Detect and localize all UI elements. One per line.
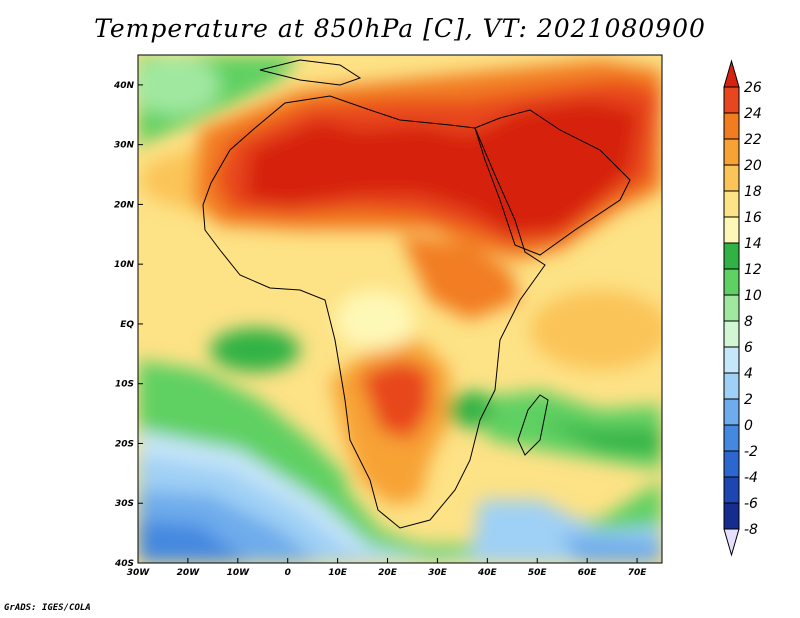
colorbar-segment (723, 190, 740, 218)
colorbar-label: 2 (744, 392, 753, 408)
colorbar-segment (723, 424, 740, 452)
colorbar-segment (723, 450, 740, 478)
y-tick-label: 30S (115, 499, 134, 509)
y-tick-label: 10N (114, 260, 135, 270)
colorbar-segment (723, 268, 740, 296)
colorbar-label: 12 (744, 262, 762, 278)
colorbar-segment (723, 112, 740, 140)
colorbar-segment (723, 86, 740, 114)
colorbar-segment (723, 398, 740, 426)
colorbar-label: -8 (744, 522, 758, 538)
colorbar-segment (723, 294, 740, 322)
colorbar-segment (723, 476, 740, 504)
colorbar-label: 0 (744, 418, 753, 434)
colorbar-min-arrow (723, 528, 740, 557)
map-title: Temperature at 850hPa [C], VT: 202108090… (94, 14, 706, 43)
colorbar-segment (723, 502, 740, 530)
x-tick-label: 30W (127, 568, 151, 578)
y-tick-label: EQ (120, 320, 134, 330)
colorbar-segment (723, 242, 740, 270)
colorbar-label: -4 (744, 470, 758, 486)
x-tick-label: 20W (177, 568, 201, 578)
colorbar-label: -6 (744, 496, 758, 512)
x-tick-label: 60E (578, 568, 598, 578)
colorbar-segment (723, 164, 740, 192)
x-tick-label: 0 (285, 568, 291, 578)
colorbar-segment (723, 346, 740, 374)
colorbar-label: 20 (744, 158, 762, 174)
x-tick-label: 70E (628, 568, 648, 578)
x-tick-label: 10E (328, 568, 348, 578)
colorbar-label: 6 (744, 340, 753, 356)
colorbar-label: 14 (744, 236, 762, 252)
x-tick-label: 30E (428, 568, 448, 578)
colorbar-max-arrow (723, 59, 740, 88)
y-tick-label: 20N (114, 200, 135, 210)
y-tick-label: 10S (115, 380, 134, 390)
x-tick-label: 40E (477, 568, 498, 578)
colorbar-label: 24 (744, 106, 762, 122)
y-tick-label: 40S (114, 559, 134, 569)
y-tick-label: 40N (113, 81, 135, 91)
x-tick-label: 10W (227, 568, 251, 578)
colorbar-label: 8 (744, 314, 753, 330)
y-tick-label: 20S (115, 439, 134, 449)
temperature-field (138, 55, 662, 563)
colorbar-label: 26 (744, 80, 762, 96)
colorbar-label: 10 (744, 288, 762, 304)
colorbar-segment (723, 372, 740, 400)
colorbar-segment (723, 216, 740, 244)
colorbar-segment (723, 138, 740, 166)
coastlines (202, 59, 631, 529)
grads-credit: GrADS: IGES/COLA (4, 603, 91, 613)
colorbar-label: 18 (744, 184, 762, 200)
colorbar-label: 16 (744, 210, 762, 226)
colorbar-label: 4 (744, 366, 753, 382)
map-frame (137, 54, 663, 564)
x-tick-label: 50E (528, 568, 548, 578)
x-tick-label: 20E (378, 568, 398, 578)
colorbar-label: 22 (744, 132, 762, 148)
colorbar-segment (723, 320, 740, 348)
colorbar-label: -2 (744, 444, 758, 460)
y-tick-label: 30N (114, 141, 135, 151)
